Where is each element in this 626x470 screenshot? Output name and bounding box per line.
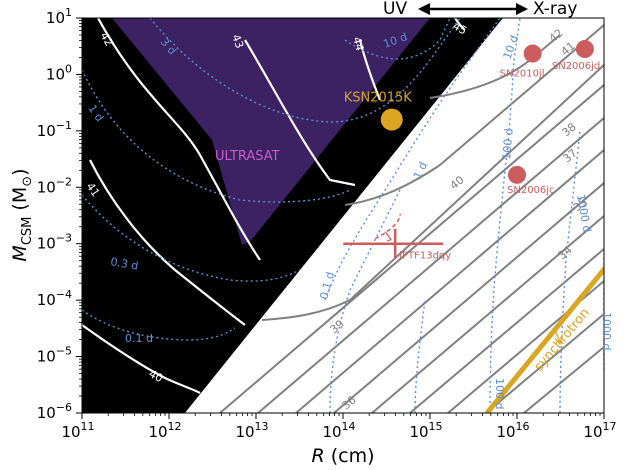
supernova-label: iPTF13dqy (399, 251, 451, 262)
x-tick-label: 1017 (583, 420, 616, 441)
luminosity-label: 44 (350, 35, 366, 52)
supernova-label: SN2010jl (500, 69, 545, 80)
synchrotron-arrow-head (554, 335, 563, 346)
timescale-label: 1000 d (600, 312, 613, 350)
iptf13dqy-arrow (384, 231, 392, 242)
x-tick-label: 1013 (235, 420, 268, 441)
synchrotron-arrow-shaft (554, 329, 561, 343)
supernova-label: SN2006jd (552, 61, 600, 72)
supernova-marker (508, 165, 526, 184)
x-tick-label: 1016 (496, 420, 529, 441)
y-tick-label: 101 (46, 6, 72, 27)
synchrotron-line (485, 265, 604, 413)
y-tick-label: 10−4 (37, 288, 72, 309)
xray-arrow-head (516, 3, 528, 15)
white-contours (82, 18, 466, 394)
y-tick-label: 10−5 (37, 345, 72, 366)
white-region (185, 18, 604, 413)
x-axis-label: R (cm) (311, 445, 374, 467)
y-axis-label: MCSM (M⊙) (9, 168, 35, 261)
supernova-marker (575, 40, 594, 59)
luminosity-label: 43 (229, 33, 246, 51)
timescale-label: 100 d (500, 128, 516, 160)
y-tick-label: 100 (46, 62, 72, 83)
timescale-label: 100 d (493, 378, 506, 409)
y-tick-label: 10−1 (37, 119, 72, 140)
ultrasat-region (112, 18, 430, 245)
timescale-label: 0.3 d (109, 255, 139, 273)
y-tick-label: 10−2 (37, 175, 72, 196)
x-tick-label: 1012 (148, 420, 181, 441)
iptf13dqy-dashed-curve (374, 213, 401, 240)
luminosity-label: 40 (147, 367, 165, 385)
supernova-marker (380, 108, 403, 131)
y-tick-label: 10−6 (37, 401, 72, 422)
y-tick-label: 10−3 (37, 232, 72, 253)
luminosity-label: 45 (451, 19, 470, 37)
ultrasat-label: ULTRASAT (215, 149, 280, 164)
timescale-contours (82, 18, 604, 413)
x-tick-label: 1011 (61, 420, 94, 441)
xray-label: X-ray (533, 0, 577, 19)
supernova-marker (523, 44, 542, 63)
supernova-label: SN2006jc (507, 185, 555, 196)
x-tick-label: 1015 (409, 420, 442, 441)
uv-label: UV (383, 0, 407, 19)
supernova-label: KSN2015K (344, 91, 413, 106)
timescale-label: 0.1 d (125, 332, 153, 345)
luminosity-label: 42 (97, 30, 115, 49)
black-band (112, 18, 503, 413)
uv-arrow-head (418, 3, 430, 15)
x-tick-label: 1014 (322, 420, 355, 441)
